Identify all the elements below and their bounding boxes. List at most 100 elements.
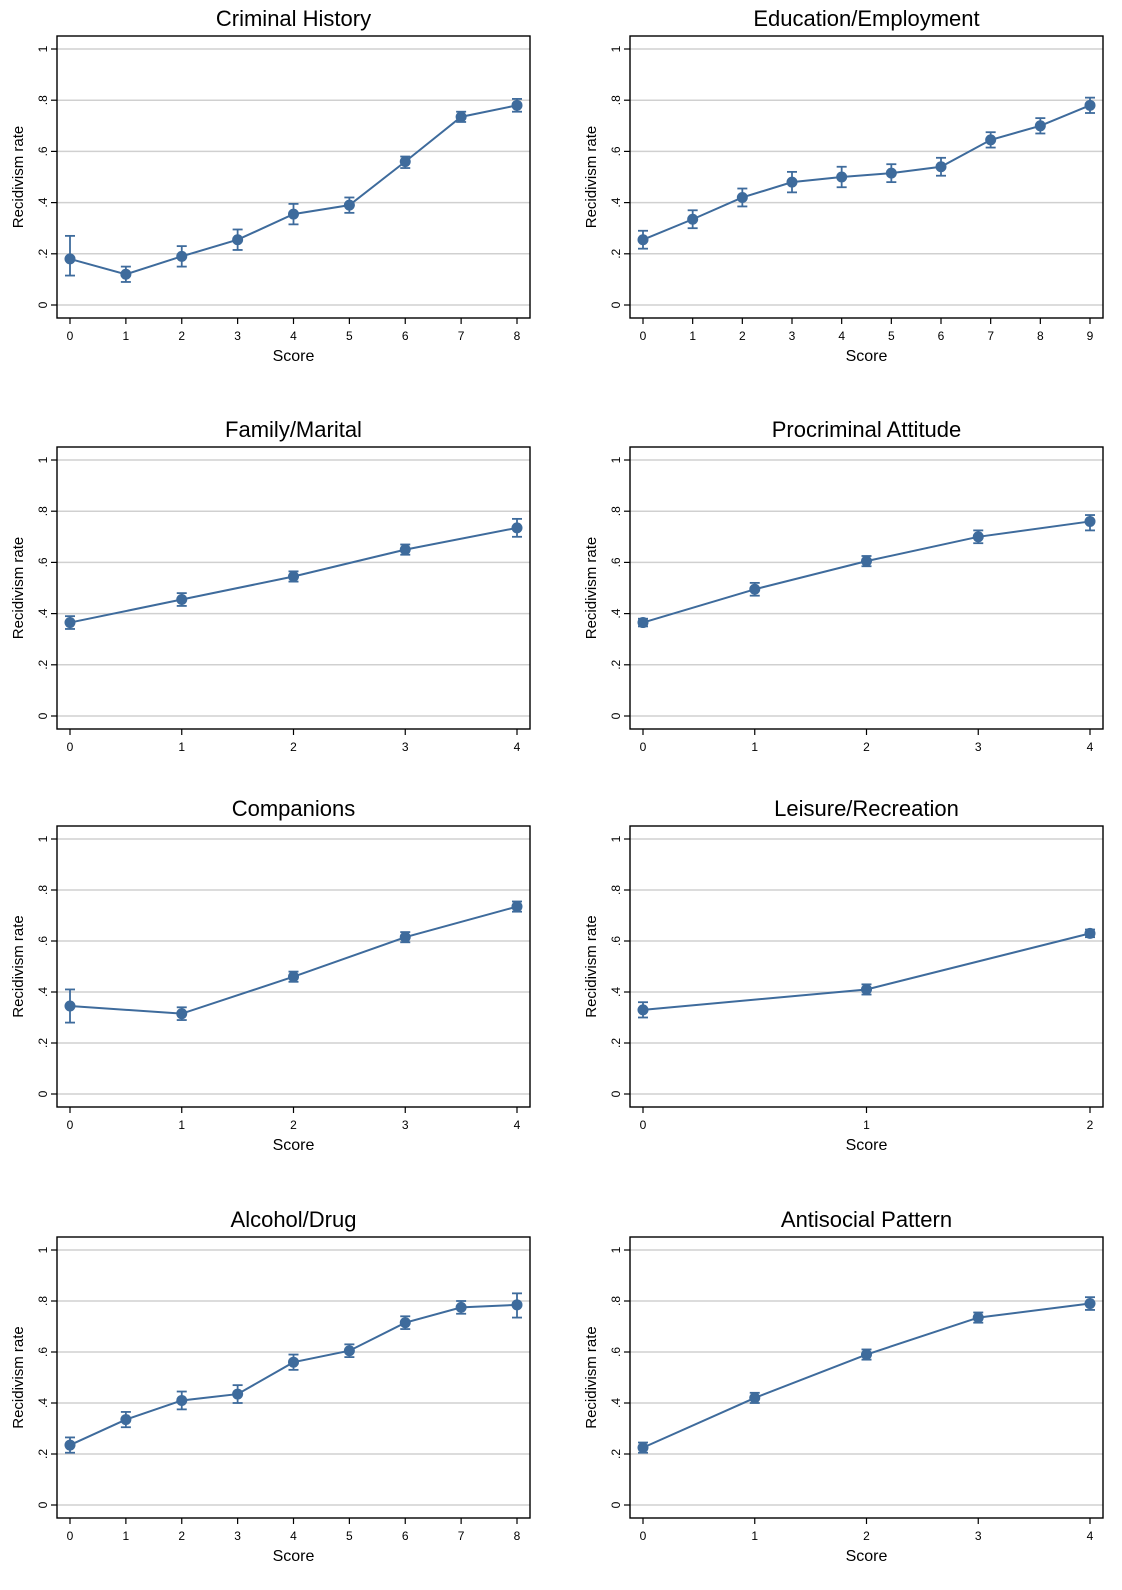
x-tick-label: 4 (1087, 740, 1094, 754)
panel-title: Family/Marital (225, 417, 362, 442)
x-tick-label: 2 (739, 329, 746, 343)
y-axis-label: Recidivism rate (583, 537, 600, 640)
y-tick-label: .6 (36, 146, 50, 156)
data-point (637, 234, 649, 246)
series-line (642, 520, 1091, 624)
x-tick-label: 0 (640, 329, 647, 343)
x-tick-label: 2 (290, 1118, 297, 1132)
data-point (637, 617, 649, 629)
panel-title: Procriminal Attitude (772, 417, 962, 442)
series-line (69, 905, 518, 1015)
x-tick-label: 7 (458, 329, 465, 343)
x-tick-label: 2 (863, 740, 870, 754)
x-tick-label: 4 (290, 329, 297, 343)
data-point (1034, 120, 1046, 132)
y-tick-label: .6 (36, 936, 50, 946)
data-point (511, 901, 523, 913)
plot-frame (629, 825, 1104, 1108)
series-line (69, 1303, 518, 1446)
y-tick-label: .6 (609, 146, 623, 156)
x-tick-label: 1 (123, 1529, 130, 1543)
x-tick-label: 1 (863, 1118, 870, 1132)
y-tick-label: 0 (36, 301, 50, 308)
x-tick-label: 6 (938, 329, 945, 343)
y-tick-label: .4 (36, 1398, 50, 1408)
y-tick-label: .8 (609, 95, 623, 105)
y-axis-label: Recidivism rate (10, 537, 27, 640)
data-point (120, 1414, 132, 1426)
data-point (288, 570, 299, 582)
y-tick-label: .8 (36, 1296, 50, 1306)
data-point (64, 1439, 76, 1451)
x-tick-label: 8 (514, 1529, 521, 1543)
plot-frame (629, 446, 1104, 730)
x-tick-label: 5 (346, 1529, 353, 1543)
chart-panel: 0 .2 .4 .6 .8 1 0 1 2 Leisure/Recreation Score Reci… (583, 796, 1104, 1154)
y-tick-label: .6 (609, 936, 623, 946)
data-point (511, 522, 523, 534)
x-tick-label: 0 (67, 1118, 74, 1132)
y-tick-label: 0 (609, 712, 623, 719)
plot-frame (56, 825, 531, 1108)
x-tick-label: 6 (402, 1529, 409, 1543)
x-axis-label: Score (846, 1137, 888, 1154)
data-point (972, 1312, 984, 1324)
x-tick-label: 1 (689, 329, 696, 343)
x-tick-label: 4 (514, 740, 521, 754)
data-point (749, 583, 761, 595)
x-tick-label: 2 (863, 1529, 870, 1543)
data-point (1084, 927, 1096, 939)
data-point (1084, 99, 1096, 111)
chart-panel: 0 .2 .4 .6 .8 1 0 1 2 3 4 Procriminal Attitude Recid… (583, 417, 1104, 754)
y-tick-label: .4 (609, 1398, 623, 1408)
y-tick-label: 0 (36, 712, 50, 719)
data-point (343, 1345, 355, 1357)
y-axis-label: Recidivism rate (10, 126, 27, 229)
series-line (69, 104, 518, 276)
x-tick-label: 9 (1087, 329, 1094, 343)
x-tick-label: 7 (458, 1529, 465, 1543)
plot-frame (629, 1236, 1104, 1519)
chart-panel: 0 .2 .4 .6 .8 1 0 1 2 3 4 Family/Marital Recidivism … (10, 417, 531, 754)
data-point (861, 555, 872, 567)
y-tick-label: .4 (609, 987, 623, 997)
y-tick-label: .8 (609, 506, 623, 516)
y-tick-label: 0 (609, 1090, 623, 1097)
x-tick-label: 5 (888, 329, 895, 343)
y-tick-label: .4 (36, 608, 50, 618)
x-tick-label: 4 (290, 1529, 297, 1543)
data-point (511, 99, 523, 111)
data-point (637, 1004, 649, 1016)
y-tick-label: .4 (36, 987, 50, 997)
data-point (861, 1349, 872, 1361)
x-tick-label: 2 (178, 1529, 185, 1543)
plot-frame (629, 35, 1104, 319)
data-point (64, 1000, 76, 1012)
data-point (972, 531, 984, 543)
x-tick-label: 3 (975, 740, 982, 754)
y-tick-label: 0 (36, 1090, 50, 1097)
y-tick-label: 1 (609, 1246, 623, 1253)
data-point (288, 971, 299, 983)
panel-title: Criminal History (216, 6, 371, 31)
x-tick-label: 3 (234, 329, 241, 343)
x-tick-label: 0 (67, 329, 74, 343)
x-tick-label: 8 (1037, 329, 1044, 343)
chart-panel: 0 .2 .4 .6 .8 1 0 1 2 3 4 Companions Score Recidivism… (10, 796, 531, 1154)
data-point (736, 191, 748, 203)
x-tick-label: 0 (640, 1529, 647, 1543)
x-tick-label: 3 (402, 740, 409, 754)
data-point (399, 931, 411, 943)
y-axis-label: Recidivism rate (583, 1326, 600, 1429)
y-tick-label: .8 (609, 1296, 623, 1306)
y-tick-label: .6 (609, 1347, 623, 1357)
y-axis-label: Recidivism rate (10, 1326, 27, 1429)
data-point (885, 167, 897, 179)
x-tick-label: 3 (789, 329, 796, 343)
y-tick-label: .2 (609, 248, 623, 258)
y-tick-label: 0 (609, 301, 623, 308)
data-point (288, 208, 299, 220)
y-tick-label: .2 (36, 1038, 50, 1048)
y-tick-label: .2 (609, 1449, 623, 1459)
data-point (288, 1356, 299, 1368)
